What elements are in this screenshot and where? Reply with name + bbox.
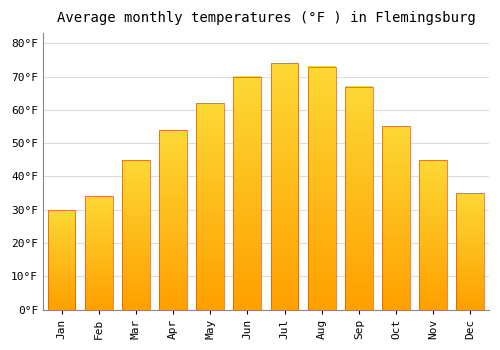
Bar [345,86,373,310]
Bar [270,63,298,310]
Title: Average monthly temperatures (°F ) in Flemingsburg: Average monthly temperatures (°F ) in Fl… [56,11,476,25]
Bar [85,196,112,310]
Bar [382,126,410,310]
Bar [419,160,447,310]
Bar [48,210,76,310]
Bar [122,160,150,310]
Bar [308,66,336,310]
Bar [159,130,187,310]
Bar [456,193,484,310]
Bar [234,77,262,310]
Bar [196,103,224,310]
